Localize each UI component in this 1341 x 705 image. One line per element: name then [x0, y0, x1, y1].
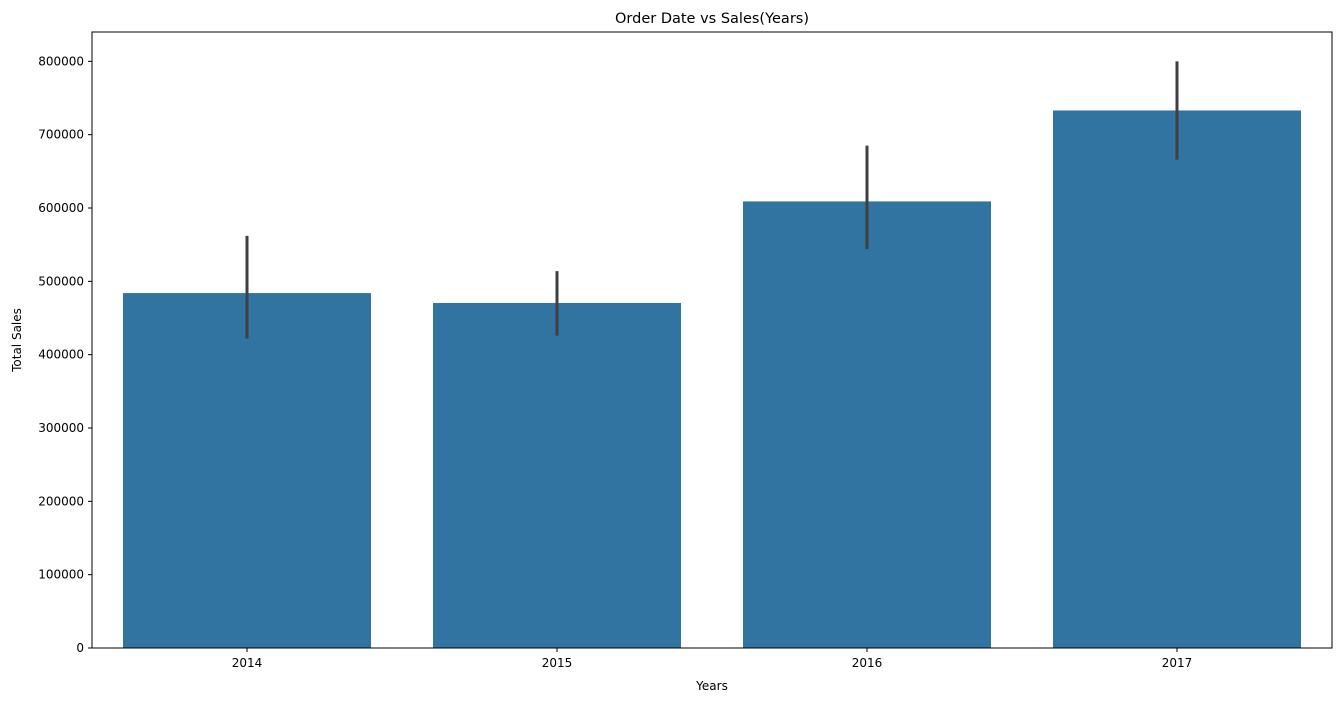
- x-tick-label-2014: 2014: [232, 656, 263, 670]
- error-bars-group: [245, 61, 1179, 339]
- x-tick-label-2017: 2017: [1162, 656, 1193, 670]
- y-tick-label-6: 600000: [38, 201, 84, 215]
- y-tick-label-0: 0: [76, 641, 84, 655]
- x-tick-label-2015: 2015: [542, 656, 573, 670]
- bar-2016: [743, 201, 991, 648]
- y-tick-label-7: 700000: [38, 128, 84, 142]
- plot-frame: [91, 31, 1333, 649]
- y-tick-label-2: 200000: [38, 494, 84, 508]
- bar-2015: [433, 302, 681, 648]
- x-axis-label: Years: [695, 679, 728, 693]
- bars-group: [123, 110, 1301, 648]
- bar-2017: [1053, 110, 1301, 648]
- y-tick-label-3: 300000: [38, 421, 84, 435]
- y-axis-label: Total Sales: [10, 308, 24, 373]
- x-axis: 2014 2015 2016 2017: [232, 648, 1193, 670]
- bar-2014: [123, 293, 371, 648]
- y-tick-label-8: 800000: [38, 54, 84, 68]
- y-tick-label-1: 100000: [38, 568, 84, 582]
- chart-title: Order Date vs Sales(Years): [615, 11, 809, 27]
- y-tick-label-4: 400000: [38, 348, 84, 362]
- y-axis: 0 100000 200000 300000 400000 500000 600000 700…: [38, 54, 92, 655]
- x-tick-label-2016: 2016: [852, 656, 883, 670]
- y-tick-label-5: 500000: [38, 274, 84, 288]
